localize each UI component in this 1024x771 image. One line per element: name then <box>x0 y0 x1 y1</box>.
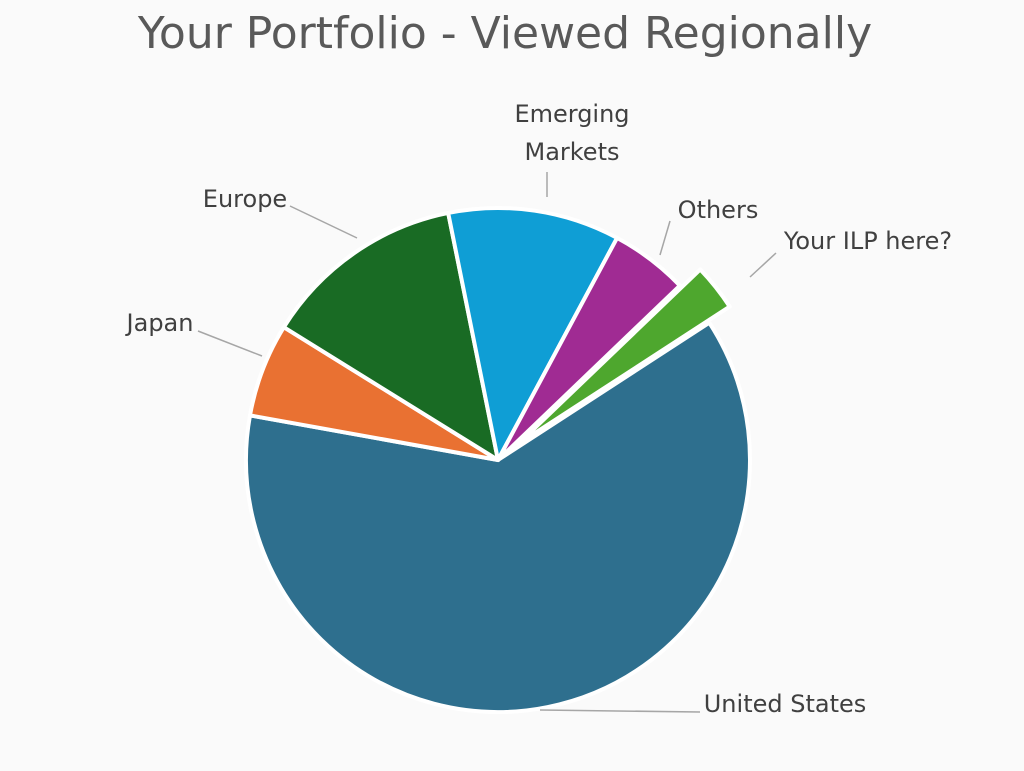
slice-label: Europe <box>202 185 288 213</box>
slice-label: United States <box>703 690 867 718</box>
pie-slice <box>446 206 620 462</box>
pie-slice <box>244 320 752 714</box>
leader-line <box>539 709 701 713</box>
leader-line <box>197 330 263 357</box>
leader-line <box>289 205 358 239</box>
leader-line <box>749 252 777 278</box>
pie-slice <box>281 210 500 462</box>
leader-line <box>659 220 671 256</box>
slice-label: Others <box>677 196 759 224</box>
slice-label: Emerging Markets <box>514 100 630 166</box>
chart-title: Your Portfolio - Viewed Regionally <box>137 8 873 59</box>
pie-slice <box>516 267 732 446</box>
slice-label: Japan <box>126 309 194 337</box>
slice-label: Your ILP here? <box>783 227 953 255</box>
pie-slice <box>496 235 682 462</box>
